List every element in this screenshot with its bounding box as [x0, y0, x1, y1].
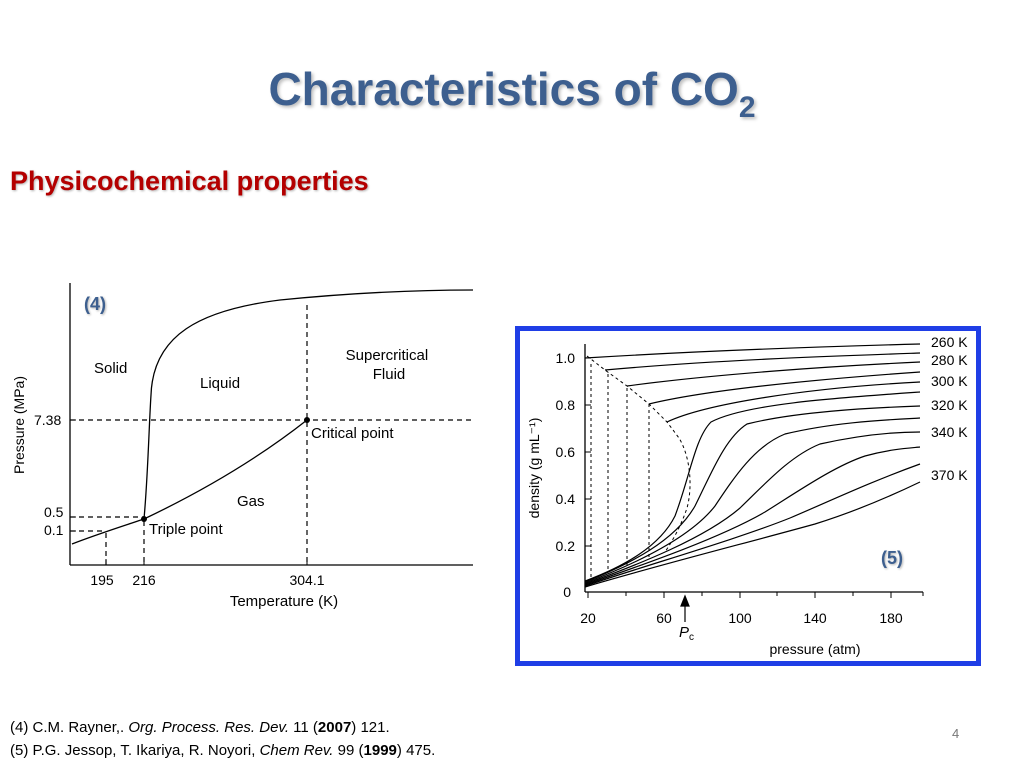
density-dashed-verticals: [590, 364, 650, 580]
density-y-tick-label-02: 0.2: [556, 538, 576, 554]
ref-4-pages: 121.: [360, 719, 390, 736]
isotherm-340: [584, 431, 921, 585]
series-label-260: 260 K: [931, 334, 968, 350]
phase-y-tick-label-01: 0.1: [44, 522, 64, 538]
series-label-300: 300 K: [931, 373, 968, 389]
critical-point-label: Critical point: [311, 425, 394, 442]
density-y-tick-label-0: 0: [563, 584, 571, 600]
density-chart-frame: [515, 326, 981, 666]
isotherm-270: [604, 352, 921, 371]
ref-4-authors: C.M. Rayner,.: [32, 719, 125, 736]
references: (4) C.M. Rayner,. Org. Process. Res. Dev…: [10, 716, 435, 762]
series-label-320: 320 K: [931, 397, 968, 413]
density-chart: 260 K 280 K 300 K 320 K 340 K 370 K 1.0 …: [515, 326, 981, 666]
phase-sublimation-curve: [71, 518, 145, 545]
density-x-tick-label-100: 100: [728, 610, 752, 626]
pc-label-sub: c: [689, 632, 694, 643]
ref-4-volume: 11: [293, 719, 309, 736]
phase-melting-curve: [143, 289, 474, 520]
slide-title-subscript: 2: [738, 91, 756, 124]
phase-dashed-guides: [70, 305, 473, 565]
density-ticks: [585, 357, 924, 598]
pc-arrow-head: [680, 594, 690, 607]
phase-region-supercritical-line1: Supercritical: [346, 347, 429, 364]
phase-diagram-chart: Solid Liquid Supercritical Fluid Gas Cri…: [11, 283, 474, 610]
reference-5: (5) P.G. Jessop, T. Ikariya, R. Noyori, …: [10, 742, 436, 759]
pc-label-main: P: [679, 624, 689, 641]
triple-point-marker: [141, 516, 147, 522]
phase-y-axis-label: Pressure (MPa): [11, 376, 27, 474]
ref-5-year: 1999: [363, 742, 397, 759]
phase-vaporization-curve: [143, 419, 308, 520]
ref-4-year: 2007: [317, 719, 352, 736]
pc-label: Pc: [679, 624, 694, 643]
density-x-tick-label-140: 140: [803, 610, 827, 626]
series-label-280: 280 K: [931, 352, 968, 368]
density-x-tick-label-60: 60: [656, 610, 672, 626]
ref-5-authors: P.G. Jessop, T. Ikariya, R. Noyori,: [32, 742, 256, 759]
series-label-340: 340 K: [931, 424, 968, 440]
phase-region-liquid: Liquid: [200, 375, 240, 392]
phase-x-tick-label-216: 216: [132, 572, 156, 588]
isotherm-280: [626, 361, 921, 387]
ref-5-pages: 475.: [406, 742, 436, 759]
isotherm-260: [584, 343, 921, 359]
density-y-axis-label: density (g mL⁻¹): [526, 418, 542, 519]
slide-subtitle: Physicochemical properties: [10, 166, 369, 196]
density-x-axis-label: pressure (atm): [769, 641, 860, 657]
ref-5-num: (5): [10, 742, 29, 759]
page-number: 4: [952, 726, 960, 741]
isotherm-310: [584, 391, 921, 582]
phase-x-tick-label-195: 195: [90, 572, 114, 588]
phase-y-tick-label-05: 0.5: [44, 504, 64, 520]
ref-5-volume: 99: [337, 742, 355, 759]
density-y-tick-label-08: 0.8: [556, 397, 576, 413]
phase-x-axis-label: Temperature (K): [230, 593, 338, 610]
reference-4: (4) C.M. Rayner,. Org. Process. Res. Dev…: [10, 719, 390, 736]
density-coexistence-dome: [586, 355, 691, 553]
figure-label-4: (4): [84, 294, 106, 314]
slide-title-main: Characteristics of CO: [268, 63, 739, 115]
pc-arrow: [680, 594, 690, 622]
isotherm-360: [584, 463, 921, 587]
ref-5-journal: Chem Rev.: [259, 742, 334, 759]
density-x-tick-label-180: 180: [879, 610, 903, 626]
density-x-tick-label-20: 20: [580, 610, 596, 626]
density-y-tick-label-04: 0.4: [556, 491, 576, 507]
ref-4-num: (4): [10, 719, 29, 736]
density-y-tick-label-06: 0.6: [556, 444, 576, 460]
slide-title: Characteristics of CO2: [0, 62, 1024, 125]
isotherm-290: [648, 371, 921, 405]
phase-x-tick-label-3041: 304.1: [289, 572, 324, 588]
isotherm-320: [584, 405, 921, 583]
critical-point-marker: [304, 417, 310, 423]
phase-region-supercritical: Supercritical Fluid: [346, 347, 433, 383]
isotherm-370: [584, 481, 921, 588]
series-label-370: 370 K: [931, 467, 968, 483]
density-y-tick-label-10: 1.0: [556, 350, 576, 366]
isotherm-330: [584, 417, 921, 584]
phase-region-gas: Gas: [237, 493, 265, 510]
phase-region-solid: Solid: [94, 360, 127, 377]
phase-region-supercritical-line2: Fluid: [373, 366, 406, 383]
isotherm-300: [666, 381, 921, 423]
density-isotherms: [584, 343, 921, 588]
triple-point-label: Triple point: [149, 521, 223, 538]
ref-4-journal: Org. Process. Res. Dev.: [128, 719, 289, 736]
figure-label-5: (5): [881, 548, 903, 568]
isotherm-350: [584, 446, 921, 586]
phase-y-tick-label-738: 7.38: [34, 412, 61, 428]
